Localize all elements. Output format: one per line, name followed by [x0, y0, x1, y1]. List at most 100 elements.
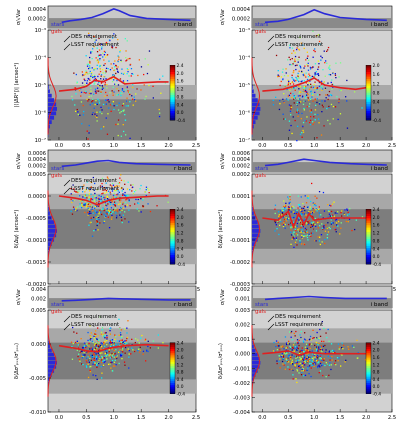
scatter-point: [291, 64, 292, 65]
scatter-point: [123, 202, 124, 203]
scatter-point: [114, 105, 115, 106]
scatter-point: [324, 243, 325, 244]
annotation-text: LSST requirement: [275, 322, 323, 328]
colorbar-tick-label: 2.4: [177, 340, 184, 346]
scatter-point: [92, 103, 93, 104]
scatter-point: [141, 335, 142, 336]
scatter-point: [71, 202, 72, 203]
scatter-point: [278, 211, 279, 212]
scatter-point: [331, 211, 332, 212]
scatter-point: [333, 222, 334, 223]
scatter-point: [305, 76, 306, 77]
colorbar-tick-label: 0.8: [177, 370, 184, 376]
scatter-point: [135, 199, 136, 200]
colorbar-swatch: [170, 230, 175, 233]
scatter-point: [105, 216, 106, 217]
scatter-point: [98, 61, 99, 62]
scatter-point: [299, 334, 300, 335]
scatter-point: [149, 192, 150, 193]
scatter-point: [86, 99, 87, 100]
colorbar-swatch: [170, 65, 175, 68]
scatter-point: [130, 64, 131, 65]
scatter-point: [146, 189, 147, 190]
scatter-point: [331, 82, 332, 83]
colorbar-swatch: [170, 232, 175, 235]
scatter-point: [113, 87, 114, 88]
scatter-point: [301, 118, 302, 119]
scatter-point: [162, 342, 163, 343]
colorbar-swatch: [170, 343, 175, 345]
scatter-point: [294, 351, 295, 352]
scatter-point: [303, 108, 304, 109]
scatter-point: [116, 65, 117, 66]
scatter-point: [96, 350, 97, 351]
scatter-point: [286, 217, 287, 218]
scatter-point: [315, 72, 316, 73]
colorbar-swatch: [366, 88, 371, 91]
colorbar-swatch: [170, 70, 175, 73]
scatter-point: [285, 353, 286, 354]
scatter-point: [123, 215, 124, 216]
scatter-point: [147, 73, 148, 74]
scatter-point: [278, 361, 279, 362]
y-axis-label: δ⟨Δσ²ₚₛₓ/σ²ₚₛₓ⟩: [14, 343, 20, 379]
colorbar-swatch: [366, 355, 371, 357]
scatter-point: [317, 332, 318, 333]
scatter-point: [275, 205, 276, 206]
scatter-point: [106, 337, 107, 338]
scatter-point: [112, 90, 113, 91]
scatter-point: [93, 230, 94, 231]
scatter-point: [281, 346, 282, 347]
scatter-point: [84, 343, 85, 344]
scatter-point: [288, 99, 289, 100]
stars-bar: [48, 357, 56, 361]
scatter-point: [293, 348, 294, 349]
scatter-point: [115, 205, 116, 206]
scatter-point: [299, 93, 300, 94]
scatter-point: [289, 203, 290, 204]
scatter-point: [283, 224, 284, 225]
scatter-point: [316, 71, 317, 72]
scatter-point: [295, 69, 296, 70]
scatter-point: [321, 360, 322, 361]
scatter-point: [347, 346, 348, 347]
scatter-point: [95, 206, 96, 207]
scatter-point: [318, 63, 319, 64]
scatter-point: [89, 65, 90, 66]
scatter-point: [82, 196, 83, 197]
scatter-point: [113, 63, 114, 64]
scatter-point: [282, 353, 283, 354]
scatter-point: [316, 342, 317, 343]
scatter-point: [288, 356, 289, 357]
scatter-point: [287, 59, 288, 60]
stars-bar: [252, 211, 254, 215]
scatter-point: [91, 51, 92, 52]
scatter-point: [279, 100, 280, 101]
scatter-point: [315, 338, 316, 339]
scatter-point: [294, 356, 295, 357]
scatter-point: [96, 365, 97, 366]
scatter-point: [103, 126, 104, 127]
scatter-point: [308, 60, 309, 61]
stars-bar: [252, 216, 255, 220]
y-tick-label: 10⁻³: [35, 28, 46, 34]
scatter-point: [147, 346, 148, 347]
scatter-point: [113, 95, 114, 96]
scatter-point: [288, 341, 289, 342]
scatter-point: [321, 86, 322, 87]
scatter-point: [92, 348, 93, 349]
scatter-point: [306, 73, 307, 74]
scatter-point: [111, 344, 112, 345]
scatter-point: [334, 351, 335, 352]
scatter-point: [300, 92, 301, 93]
scatter-point: [322, 69, 323, 70]
scatter-point: [310, 348, 311, 349]
colorbar-swatch: [366, 90, 371, 93]
scatter-point: [81, 338, 82, 339]
scatter-point: [123, 131, 124, 132]
top-tick-label: 0.0004: [232, 157, 251, 163]
colorbar-tick-label: 2.4: [373, 340, 380, 346]
scatter-point: [320, 56, 321, 57]
scatter-point: [148, 85, 149, 86]
scatter-point: [302, 363, 303, 364]
